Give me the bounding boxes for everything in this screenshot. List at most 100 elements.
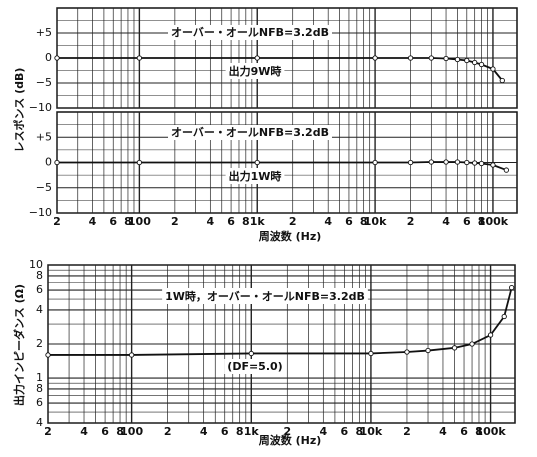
data-point bbox=[443, 55, 449, 62]
y-tick-label: 4 bbox=[36, 303, 43, 316]
data-point bbox=[407, 159, 414, 166]
x-tick-label: 100 bbox=[128, 215, 151, 228]
x-tick-label: 6 bbox=[101, 425, 109, 438]
annotation-bg bbox=[168, 25, 332, 40]
x-tick-label: 4 bbox=[80, 425, 88, 438]
x-tick-label: 8 bbox=[116, 425, 124, 438]
data-point bbox=[54, 55, 60, 61]
data-point bbox=[254, 55, 260, 61]
data-point bbox=[499, 77, 505, 84]
x-tick-label: 2 bbox=[289, 215, 297, 228]
data-point bbox=[508, 285, 515, 291]
x-tick-label: 6 bbox=[109, 215, 117, 228]
x-tick-label: 6 bbox=[227, 215, 235, 228]
x-tick-label: 2 bbox=[44, 425, 52, 438]
x-tick-label: 6 bbox=[345, 215, 353, 228]
y-tick-label: +5 bbox=[36, 26, 52, 39]
y-axis-label: レスポンス (dB) bbox=[12, 68, 26, 153]
y-tick-label: 1 bbox=[36, 371, 43, 384]
annotation-bg bbox=[225, 168, 285, 184]
x-tick-label: 2 bbox=[407, 215, 415, 228]
x-tick-label: 6 bbox=[463, 215, 471, 228]
data-point bbox=[454, 159, 461, 165]
x-tick-label: 10k bbox=[364, 215, 387, 228]
y-tick-label: 4 bbox=[36, 416, 43, 429]
x-tick-label: 8 bbox=[356, 425, 364, 438]
annotation-bg bbox=[168, 125, 332, 140]
x-tick-label: 4 bbox=[200, 425, 208, 438]
x-tick-label: 6 bbox=[341, 425, 349, 438]
x-tick-label: 4 bbox=[442, 215, 450, 228]
data-point bbox=[372, 55, 378, 61]
data-point bbox=[428, 55, 434, 61]
data-point bbox=[503, 167, 510, 173]
data-point bbox=[451, 345, 458, 351]
x-tick-label: 2 bbox=[164, 425, 172, 438]
annotation: 1W時，オーバー・オールNFB=3.2dB bbox=[165, 289, 365, 303]
data-point bbox=[487, 332, 494, 338]
annotation-bg bbox=[225, 63, 285, 79]
data-point bbox=[407, 55, 414, 61]
data-point bbox=[136, 159, 143, 166]
data-point bbox=[478, 160, 485, 167]
y-tick-label: +5 bbox=[36, 130, 52, 143]
annotation: オーバー・オールNFB=3.2dB bbox=[171, 26, 329, 39]
x-tick-label: 8 bbox=[242, 215, 250, 228]
y-axis-label: 出力インピーダンス (Ω) bbox=[12, 284, 26, 406]
x-tick-label: 8 bbox=[475, 425, 483, 438]
y-tick-label: −5 bbox=[36, 181, 52, 194]
y-tick-label: 0 bbox=[45, 51, 52, 64]
data-point bbox=[425, 347, 431, 354]
x-tick-label: 1k bbox=[244, 425, 260, 438]
data-point bbox=[128, 352, 135, 358]
y-tick-label: 8 bbox=[36, 382, 43, 395]
data-point bbox=[428, 159, 434, 165]
y-tick-label: 6 bbox=[36, 396, 43, 409]
data-point bbox=[490, 162, 496, 168]
x-tick-label: 4 bbox=[319, 425, 327, 438]
x-tick-label: 2 bbox=[53, 215, 61, 228]
data-point bbox=[472, 59, 478, 66]
y-tick-label: 6 bbox=[36, 283, 43, 296]
data-point bbox=[469, 341, 475, 347]
data-point bbox=[478, 61, 485, 68]
x-tick-label: 10k bbox=[360, 425, 383, 438]
y-tick-label: −10 bbox=[29, 101, 52, 114]
x-tick-label: 2 bbox=[171, 215, 179, 228]
data-point bbox=[372, 159, 378, 166]
annotation: (DF=5.0) bbox=[227, 360, 282, 373]
data-point bbox=[136, 55, 143, 61]
x-tick-label: 1k bbox=[250, 215, 266, 228]
data-point bbox=[368, 350, 374, 357]
data-point bbox=[45, 352, 51, 358]
annotation-bg bbox=[224, 359, 286, 374]
x-axis-label: 周波数 (Hz) bbox=[259, 433, 322, 447]
x-axis-label: 周波数 (Hz) bbox=[259, 229, 322, 243]
data-point bbox=[464, 57, 470, 64]
y-tick-label: 2 bbox=[36, 337, 43, 350]
data-point bbox=[254, 159, 260, 166]
x-tick-label: 8 bbox=[124, 215, 132, 228]
y-tick-label: 0 bbox=[45, 156, 52, 169]
x-tick-label: 100k bbox=[478, 215, 509, 228]
x-tick-label: 4 bbox=[89, 215, 97, 228]
x-tick-label: 6 bbox=[221, 425, 229, 438]
data-point bbox=[472, 160, 478, 166]
data-point bbox=[404, 349, 410, 355]
x-tick-label: 100k bbox=[475, 425, 506, 438]
y-tick-label: −10 bbox=[29, 206, 52, 219]
x-tick-label: 4 bbox=[324, 215, 332, 228]
x-tick-label: 6 bbox=[460, 425, 468, 438]
x-tick-label: 8 bbox=[236, 425, 244, 438]
annotation: 出力9W時 bbox=[229, 64, 282, 78]
annotation: オーバー・オールNFB=3.2dB bbox=[171, 126, 329, 139]
data-point bbox=[490, 66, 496, 72]
x-tick-label: 4 bbox=[439, 425, 447, 438]
y-tick-label: −5 bbox=[36, 76, 52, 89]
data-point bbox=[443, 159, 449, 165]
data-point bbox=[464, 159, 470, 166]
annotation: 出力1W時 bbox=[229, 169, 282, 183]
data-point bbox=[501, 313, 507, 320]
y-tick-label: 10 bbox=[29, 258, 43, 271]
